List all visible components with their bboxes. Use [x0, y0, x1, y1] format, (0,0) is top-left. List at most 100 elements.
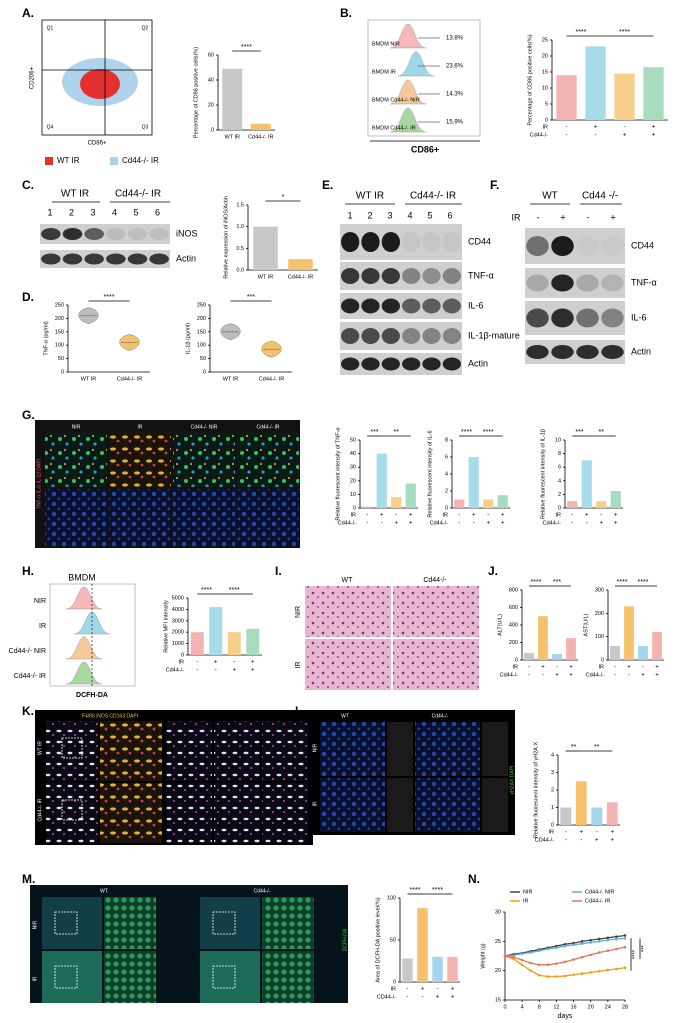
- label: +: [610, 212, 615, 222]
- condition-sign: -: [565, 838, 567, 844]
- label: WT IR: [57, 156, 80, 165]
- blot-band: [526, 345, 549, 359]
- y-tick-label: 200: [197, 316, 206, 322]
- series-point: [529, 961, 533, 965]
- y-tick-label: 200: [509, 640, 518, 646]
- blot-band: [551, 236, 574, 256]
- significance-label: ****: [531, 579, 542, 586]
- histogram-frame: [367, 19, 481, 137]
- label: CD44: [468, 236, 491, 246]
- condition-sign: -: [196, 668, 198, 674]
- bar: [606, 802, 618, 825]
- bar: [447, 956, 458, 982]
- condition-label: Cd44-/-: [430, 520, 449, 526]
- y-tick-label: 20: [542, 53, 548, 59]
- label: 5: [427, 210, 432, 220]
- microscopy-image: [214, 783, 260, 843]
- y-tick-label: 0: [181, 652, 184, 658]
- y-tick-label: 300: [595, 587, 604, 593]
- label: IR: [138, 424, 143, 430]
- y-tick-label: 250: [197, 302, 206, 308]
- zoom-box: [61, 737, 83, 759]
- y-tick-label: 0: [601, 657, 604, 663]
- label: BMDM Cd44-/- NIR: [372, 97, 420, 103]
- condition-sign: +: [251, 668, 255, 674]
- label: CD44: [631, 240, 654, 250]
- condition-sign: +: [501, 521, 505, 527]
- y-axis-label: ALT(U/L): [497, 614, 503, 636]
- y-tick-label: 40: [350, 451, 356, 457]
- label: WT: [341, 713, 349, 719]
- blot-band: [127, 228, 148, 240]
- histogram-peak: [389, 79, 427, 105]
- bar: [643, 67, 664, 120]
- histology-image: [305, 639, 391, 690]
- x-tick-label: Cd44-/- IR: [288, 274, 313, 280]
- panel-label: I.: [275, 564, 282, 578]
- blot-band: [381, 328, 400, 344]
- condition-sign: +: [232, 668, 236, 674]
- y-tick-label: 2: [558, 492, 561, 498]
- y-tick-label: 40: [208, 77, 214, 83]
- significance-label: ****: [104, 294, 115, 301]
- bar: [524, 653, 534, 660]
- y-tick-label: 4: [558, 478, 561, 484]
- y-tick-label: 100: [595, 634, 604, 640]
- x-tick-label: 20: [588, 1004, 594, 1010]
- blot-band: [381, 298, 400, 314]
- label: WT: [342, 577, 354, 584]
- blot-band: [576, 308, 599, 328]
- microscopy-image: [415, 722, 480, 776]
- bar: [222, 68, 243, 130]
- y-tick-label: 0: [61, 369, 64, 375]
- series-point: [529, 951, 533, 954]
- label: Q3: [142, 124, 149, 130]
- label: 3: [387, 210, 392, 220]
- label: CD206+: [30, 66, 36, 89]
- condition-sign: +: [569, 673, 573, 679]
- y-tick-label: 600: [509, 605, 518, 611]
- series-point: [606, 968, 610, 972]
- condition-sign: -: [458, 521, 460, 527]
- panel-label: F.: [490, 178, 499, 192]
- bar: [591, 807, 603, 825]
- x-tick-label: 28: [622, 1004, 628, 1010]
- bar: [468, 457, 479, 508]
- condition-sign: +: [610, 830, 614, 836]
- condition-sign: -: [542, 673, 544, 679]
- microscopy-image: [320, 778, 385, 832]
- blot-band: [402, 328, 421, 344]
- condition-sign: -: [528, 665, 530, 671]
- significance-label: ****: [229, 587, 240, 594]
- bar: [454, 499, 465, 508]
- label: BMDM IR: [372, 69, 396, 75]
- series-point: [589, 971, 593, 974]
- label: IL-1β-mature: [468, 330, 520, 340]
- panel-label: M.: [22, 872, 35, 886]
- label: Cd44-/- NIR: [9, 648, 46, 655]
- label: WT IR: [356, 191, 384, 202]
- y-tick-label: 5: [545, 101, 548, 107]
- label: NIR: [32, 920, 38, 929]
- y-tick-label: 200: [595, 611, 604, 617]
- y-axis-label: Percentage of CD86 positive cells(%): [527, 34, 533, 125]
- panel-label: D.: [22, 290, 34, 304]
- x-tick-label: 16: [571, 1004, 577, 1010]
- series-point: [597, 937, 601, 941]
- condition-sign: -: [395, 513, 397, 519]
- blot-band: [402, 298, 421, 314]
- label: Cd44-/-: [254, 888, 271, 894]
- condition-label: IR: [351, 512, 357, 518]
- histology-image: [393, 586, 479, 637]
- label: Actin: [176, 253, 196, 263]
- microscopy-image: [237, 432, 299, 487]
- label: Cd44-/-: [423, 577, 447, 584]
- series-point: [615, 967, 618, 971]
- blot-band: [149, 253, 169, 265]
- blot-band: [341, 357, 360, 371]
- bar: [652, 632, 662, 660]
- condition-sign: -: [566, 133, 568, 139]
- bar: [246, 628, 260, 655]
- y-tick-label: 3: [551, 770, 554, 776]
- microscopy-image: [482, 722, 508, 776]
